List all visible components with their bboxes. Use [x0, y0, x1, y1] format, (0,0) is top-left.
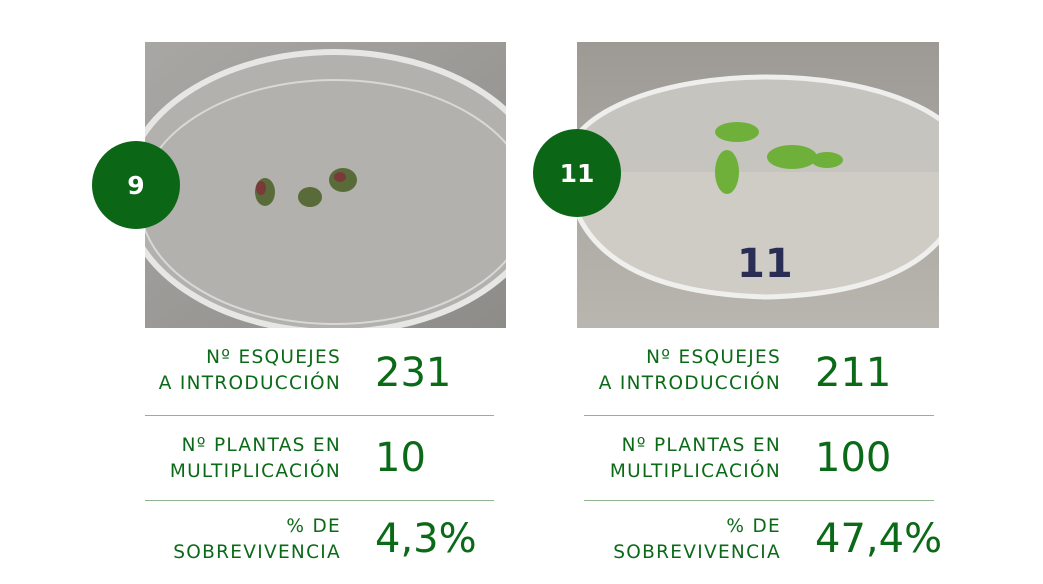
stat-value: 100 [815, 435, 892, 481]
label-line: A INTRODUCCIÓN [598, 373, 781, 394]
stat-esquejes: Nº ESQUEJES A INTRODUCCIÓN [541, 345, 781, 415]
sample-badge: 11 [533, 129, 621, 217]
label-line: Nº ESQUEJES [646, 347, 781, 368]
label-line: % DE [286, 516, 341, 537]
stat-label: Nº PLANTAS EN MULTIPLICACIÓN [101, 433, 341, 485]
stat-value: 47,4% [815, 516, 943, 562]
petri-dish-photo-9 [145, 42, 506, 328]
stat-esquejes: Nº ESQUEJES A INTRODUCCIÓN [101, 345, 341, 415]
stat-sobrevivencia: % DE SOBREVIVENCIA [541, 514, 781, 584]
stat-value: 10 [375, 435, 426, 481]
label-line: Nº ESQUEJES [206, 347, 341, 368]
petri-dish-photo-11: 11 [577, 42, 939, 328]
stat-label: Nº ESQUEJES A INTRODUCCIÓN [101, 345, 341, 397]
stat-label: Nº PLANTAS EN MULTIPLICACIÓN [541, 433, 781, 485]
label-line: MULTIPLICACIÓN [609, 461, 781, 482]
stat-sobrevivencia: % DE SOBREVIVENCIA [101, 514, 341, 584]
divider [584, 500, 934, 501]
stat-value: 231 [375, 350, 452, 396]
label-line: Nº PLANTAS EN [621, 435, 781, 456]
stat-plantas: Nº PLANTAS EN MULTIPLICACIÓN [541, 433, 781, 503]
stat-value: 4,3% [375, 516, 477, 562]
label-line: A INTRODUCCIÓN [158, 373, 341, 394]
label-line: MULTIPLICACIÓN [169, 461, 341, 482]
label-line: SOBREVIVENCIA [173, 542, 341, 563]
sample-badge: 9 [92, 141, 180, 229]
stat-label: Nº ESQUEJES A INTRODUCCIÓN [541, 345, 781, 397]
label-line: Nº PLANTAS EN [181, 435, 341, 456]
divider [145, 415, 494, 416]
divider [145, 500, 494, 501]
stat-value: 211 [815, 350, 892, 396]
dish-marking: 11 [737, 241, 793, 287]
stat-plantas: Nº PLANTAS EN MULTIPLICACIÓN [101, 433, 341, 503]
divider [584, 415, 934, 416]
label-line: % DE [726, 516, 781, 537]
stat-label: % DE SOBREVIVENCIA [101, 514, 341, 566]
stat-label: % DE SOBREVIVENCIA [541, 514, 781, 566]
label-line: SOBREVIVENCIA [613, 542, 781, 563]
